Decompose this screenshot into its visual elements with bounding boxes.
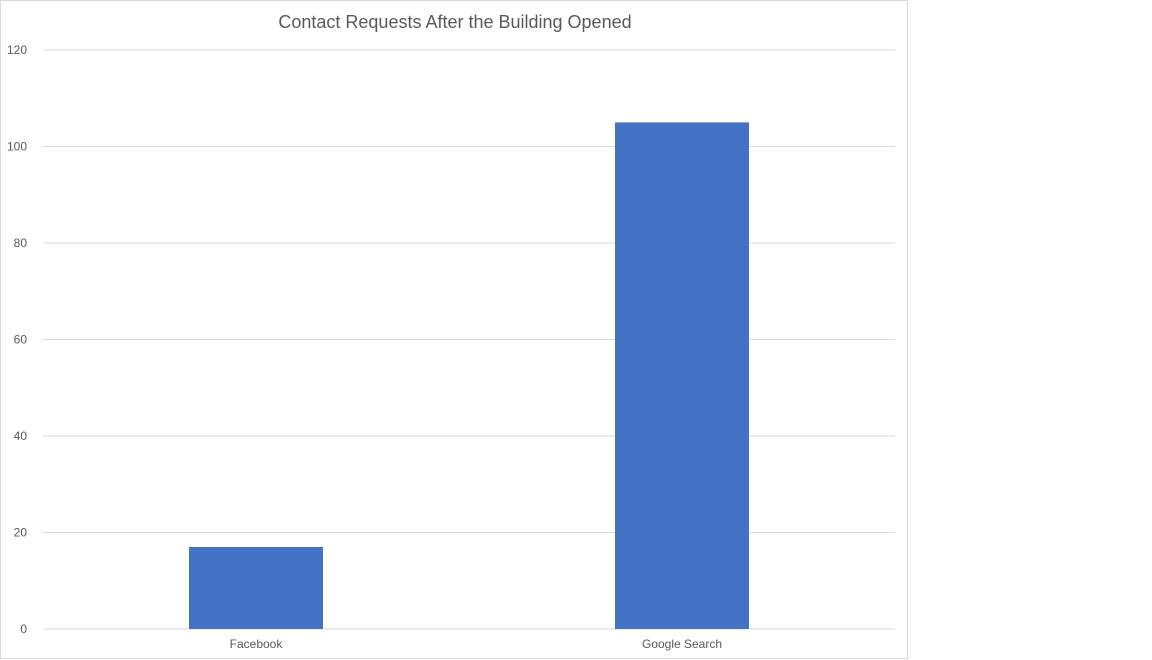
bar-chart: 0 20 40 60 80 100 120 Facebook Google Search <box>7 43 895 651</box>
y-tick-label: 60 <box>14 333 28 347</box>
y-tick-label: 0 <box>20 622 27 636</box>
y-tick-label: 80 <box>14 236 28 250</box>
bar-facebook <box>189 546 323 629</box>
x-category-label: Google Search <box>642 637 722 651</box>
chart-frame: Contact Requests After the Building Open… <box>0 0 908 659</box>
gridlines <box>43 49 895 630</box>
x-category-label: Facebook <box>230 637 284 651</box>
bar-google-search <box>615 122 749 629</box>
chart-title: Contact Requests After the Building Open… <box>278 12 632 32</box>
y-tick-label: 100 <box>7 140 27 154</box>
y-tick-label: 40 <box>14 429 28 443</box>
y-tick-label: 120 <box>7 43 27 57</box>
y-tick-label: 20 <box>14 526 28 540</box>
bars <box>189 122 749 629</box>
y-axis-ticks: 0 20 40 60 80 100 120 <box>7 43 27 636</box>
x-axis-categories: Facebook Google Search <box>230 637 722 651</box>
